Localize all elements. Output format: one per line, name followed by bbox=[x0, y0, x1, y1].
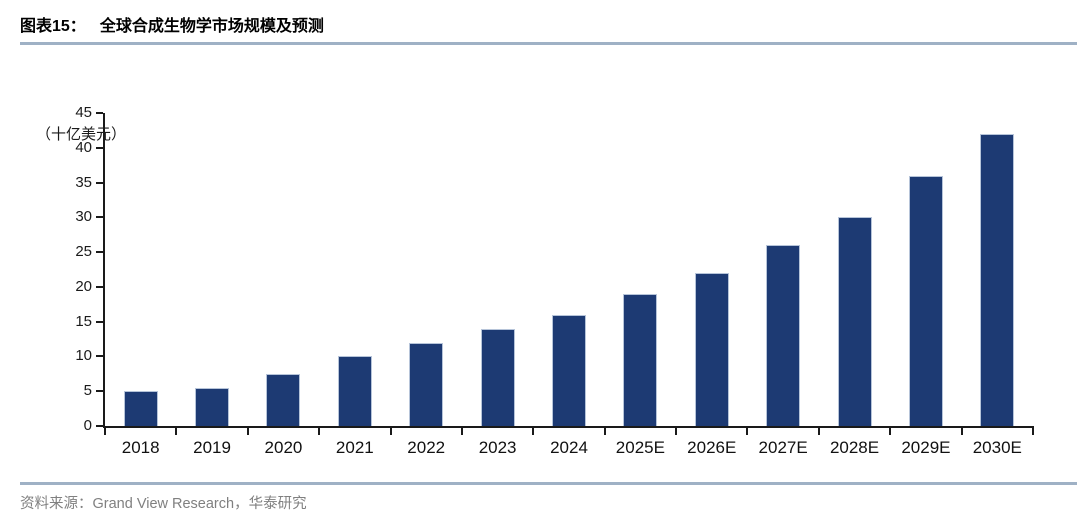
bar-2028E bbox=[837, 217, 872, 426]
x-axis-label: 2020 bbox=[264, 438, 303, 457]
bar-2027E bbox=[766, 245, 801, 426]
figure-header: 图表15： 全球合成生物学市场规模及预测 bbox=[20, 12, 324, 36]
y-tick-mark bbox=[96, 181, 103, 184]
source-note: 资料来源：Grand View Research，华泰研究 bbox=[20, 496, 307, 512]
y-tick-mark bbox=[96, 320, 103, 323]
bar-2022 bbox=[409, 342, 444, 426]
y-tick-label: 30 bbox=[75, 208, 92, 226]
y-tick-mark bbox=[96, 251, 103, 254]
figure-number-label: 图表15： bbox=[20, 18, 86, 35]
bar-2025E bbox=[623, 293, 658, 426]
y-tick-mark bbox=[96, 285, 103, 288]
footer-divider-line bbox=[20, 482, 1077, 485]
y-tick-label: 45 bbox=[75, 104, 92, 121]
x-axis-label: 2025E bbox=[615, 438, 665, 457]
x-axis-label: 2030E bbox=[972, 438, 1022, 457]
x-tick-mark bbox=[960, 428, 963, 435]
x-tick-mark bbox=[1032, 428, 1034, 435]
x-axis-label: 2029E bbox=[901, 438, 951, 457]
bar-2019 bbox=[195, 387, 230, 426]
x-axis-label: 2027E bbox=[758, 438, 808, 457]
x-tick-mark bbox=[532, 428, 535, 435]
x-tick-mark bbox=[460, 428, 463, 435]
y-tick-label: 35 bbox=[75, 173, 92, 191]
y-tick-mark bbox=[96, 390, 103, 393]
x-axis-label: 2024 bbox=[550, 438, 588, 457]
bar-2026E bbox=[694, 272, 729, 426]
x-tick-mark bbox=[104, 428, 106, 435]
bar-2030E bbox=[980, 133, 1015, 426]
x-tick-mark bbox=[318, 428, 321, 435]
y-tick-label: 40 bbox=[75, 138, 92, 156]
x-axis-label: 2026E bbox=[687, 438, 737, 457]
bar-2024 bbox=[552, 314, 586, 426]
bar-2018 bbox=[123, 391, 158, 426]
x-tick-mark bbox=[817, 428, 820, 435]
y-tick-mark bbox=[96, 146, 103, 149]
x-tick-mark bbox=[889, 428, 892, 435]
bar-chart: （十亿美元） 0 5 10 15 20 25 30 35 40 45 2018 2019 2020 202… bbox=[0, 50, 1088, 480]
x-axis-label: 2023 bbox=[478, 438, 517, 457]
x-tick-mark bbox=[246, 428, 249, 435]
bar-2029E bbox=[908, 175, 943, 426]
x-tick-mark bbox=[175, 428, 178, 435]
y-tick-label: 0 bbox=[83, 417, 92, 434]
figure-title: 全球合成生物学市场规模及预测 bbox=[99, 18, 324, 35]
bar-2021 bbox=[337, 356, 372, 426]
y-tick-mark bbox=[96, 425, 103, 427]
y-tick-label: 5 bbox=[83, 382, 92, 400]
bar-2023 bbox=[480, 328, 515, 426]
y-tick-mark bbox=[96, 112, 103, 114]
x-axis-label: 2019 bbox=[193, 438, 231, 457]
y-tick-mark bbox=[96, 355, 103, 358]
x-tick-mark bbox=[603, 428, 606, 435]
x-axis-label: 2028E bbox=[829, 438, 880, 457]
x-axis-label: 2021 bbox=[335, 438, 374, 457]
x-axis-label: 2018 bbox=[121, 438, 160, 457]
y-tick-label: 15 bbox=[75, 312, 92, 330]
y-tick-label: 10 bbox=[75, 347, 92, 365]
bar-2020 bbox=[266, 373, 301, 426]
x-tick-mark bbox=[675, 428, 678, 435]
y-tick-mark bbox=[96, 216, 103, 219]
x-tick-mark bbox=[746, 428, 749, 435]
header-divider-line bbox=[20, 42, 1077, 45]
y-tick-label: 20 bbox=[75, 277, 92, 295]
x-tick-mark bbox=[389, 428, 392, 435]
x-axis-line bbox=[103, 426, 1034, 428]
y-axis-line bbox=[103, 113, 105, 428]
x-axis-label: 2022 bbox=[407, 438, 446, 457]
y-tick-label: 25 bbox=[75, 243, 92, 261]
